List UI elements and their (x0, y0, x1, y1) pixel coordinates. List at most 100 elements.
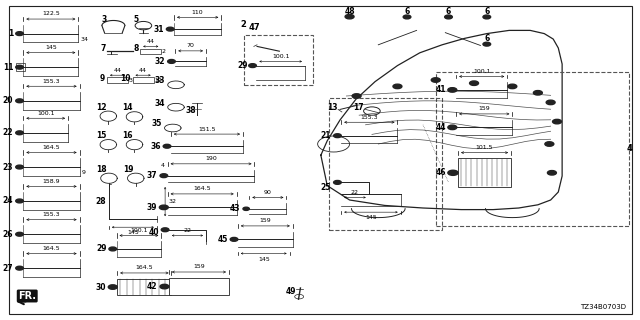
Circle shape (470, 81, 479, 85)
Text: 29: 29 (96, 244, 106, 253)
Bar (140, 49, 161, 54)
Text: 27: 27 (3, 264, 13, 273)
Text: 164.5: 164.5 (193, 186, 211, 191)
Text: 44: 44 (113, 68, 122, 73)
Circle shape (16, 165, 24, 169)
Text: 30: 30 (96, 283, 106, 292)
Text: 23: 23 (3, 163, 13, 172)
Circle shape (108, 285, 117, 289)
Text: 19: 19 (124, 165, 134, 174)
Bar (458, 158, 511, 187)
Text: 25: 25 (321, 183, 331, 192)
Text: 40: 40 (148, 228, 159, 237)
Circle shape (508, 84, 517, 89)
Text: 5: 5 (134, 15, 139, 24)
Text: 15: 15 (96, 131, 106, 140)
Text: 3: 3 (102, 15, 107, 24)
Circle shape (545, 142, 554, 146)
Circle shape (393, 84, 402, 89)
Text: 122.5: 122.5 (42, 12, 60, 16)
Text: 6: 6 (484, 7, 490, 16)
Bar (117, 279, 172, 295)
Text: 158.9: 158.9 (43, 179, 60, 184)
Text: 36: 36 (150, 142, 161, 151)
Circle shape (352, 94, 361, 98)
Text: 19: 19 (154, 77, 162, 83)
Bar (328, 98, 442, 230)
Circle shape (163, 144, 171, 148)
Text: 100.1: 100.1 (37, 111, 54, 116)
Text: 190: 190 (205, 156, 217, 161)
Text: 32: 32 (168, 199, 176, 204)
Text: 22: 22 (351, 190, 359, 195)
Circle shape (483, 15, 491, 19)
Text: 145: 145 (45, 45, 57, 50)
Text: 100.1: 100.1 (130, 228, 148, 233)
Text: 145: 145 (365, 215, 377, 220)
Text: 45: 45 (218, 235, 228, 244)
Circle shape (230, 237, 238, 241)
Text: 101.5: 101.5 (476, 145, 493, 150)
Circle shape (448, 125, 457, 130)
Circle shape (159, 205, 168, 210)
Text: 28: 28 (96, 197, 106, 206)
Text: 2: 2 (162, 49, 166, 54)
Text: 46: 46 (435, 168, 446, 177)
Circle shape (448, 88, 457, 92)
Text: 48: 48 (344, 7, 355, 16)
Text: 16: 16 (122, 131, 132, 140)
Circle shape (16, 199, 24, 203)
Bar (436, 72, 628, 226)
Circle shape (16, 266, 24, 270)
Text: 24: 24 (3, 196, 13, 205)
Bar (17, 63, 25, 71)
Text: 22: 22 (184, 228, 191, 233)
Text: FR.: FR. (18, 291, 36, 301)
Text: 38: 38 (186, 106, 196, 115)
Text: 9: 9 (82, 170, 86, 175)
Circle shape (403, 15, 411, 19)
Circle shape (16, 32, 24, 36)
Text: TZ34B0703D: TZ34B0703D (580, 304, 626, 310)
Text: 37: 37 (147, 171, 157, 180)
Text: 31: 31 (154, 25, 164, 34)
Text: 34: 34 (81, 37, 89, 42)
Text: 110: 110 (192, 10, 204, 15)
Circle shape (16, 232, 24, 236)
Text: 49: 49 (286, 287, 296, 296)
Text: 8: 8 (134, 44, 139, 53)
Text: 42: 42 (147, 282, 157, 291)
Text: 44: 44 (139, 68, 147, 73)
Bar (107, 77, 128, 83)
Circle shape (448, 170, 458, 175)
Text: 35: 35 (152, 119, 162, 128)
Text: 21: 21 (321, 131, 331, 140)
Circle shape (333, 180, 341, 184)
Text: 1: 1 (8, 29, 13, 38)
Bar (169, 278, 229, 295)
Text: 164.5: 164.5 (43, 246, 60, 251)
Text: 70: 70 (187, 43, 195, 48)
Text: 164.5: 164.5 (43, 145, 60, 150)
Circle shape (345, 14, 354, 19)
Text: 155.3: 155.3 (43, 79, 60, 84)
Text: 7: 7 (100, 44, 106, 53)
Circle shape (16, 99, 24, 103)
Text: 44: 44 (435, 123, 446, 132)
Text: 100.1: 100.1 (473, 69, 490, 74)
Circle shape (552, 119, 561, 124)
Text: 22: 22 (3, 128, 13, 137)
Text: 18: 18 (97, 165, 107, 174)
Text: 33: 33 (155, 76, 165, 85)
Circle shape (445, 15, 452, 19)
Text: 2: 2 (240, 20, 246, 29)
Text: 100.1: 100.1 (272, 54, 289, 59)
Text: 159: 159 (259, 218, 271, 223)
Text: 14: 14 (122, 103, 132, 112)
Text: 3: 3 (129, 77, 132, 83)
Text: 4: 4 (161, 163, 164, 168)
Text: 20: 20 (3, 96, 13, 105)
Circle shape (483, 42, 491, 46)
Circle shape (168, 60, 175, 63)
Text: 151.5: 151.5 (198, 126, 216, 132)
